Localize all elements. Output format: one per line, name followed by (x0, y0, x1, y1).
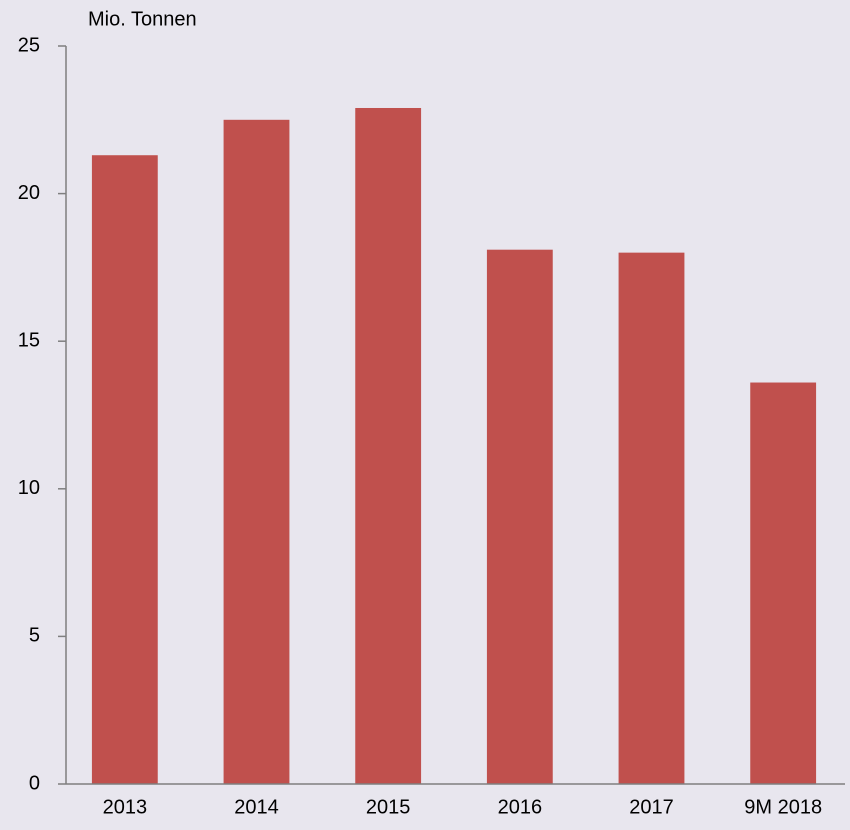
bar (91, 155, 158, 784)
bar (750, 382, 817, 784)
x-tick-label: 2017 (629, 796, 674, 818)
x-tick-label: 9M 2018 (744, 796, 822, 818)
x-tick-label: 2015 (366, 796, 411, 818)
bar (223, 119, 290, 785)
y-axis-label: Mio. Tonnen (88, 8, 197, 30)
y-tick-label: 15 (18, 329, 40, 351)
y-tick-label: 0 (29, 772, 40, 794)
y-tick-label: 25 (18, 34, 40, 56)
y-tick-label: 10 (18, 477, 40, 499)
y-tick-label: 5 (29, 625, 40, 647)
x-tick-label: 2016 (498, 796, 543, 818)
bar (355, 107, 422, 784)
bar (486, 249, 553, 785)
bar (618, 252, 685, 784)
x-tick-label: 2013 (103, 796, 148, 818)
y-tick-label: 20 (18, 182, 40, 204)
x-tick-label: 2014 (234, 796, 279, 818)
